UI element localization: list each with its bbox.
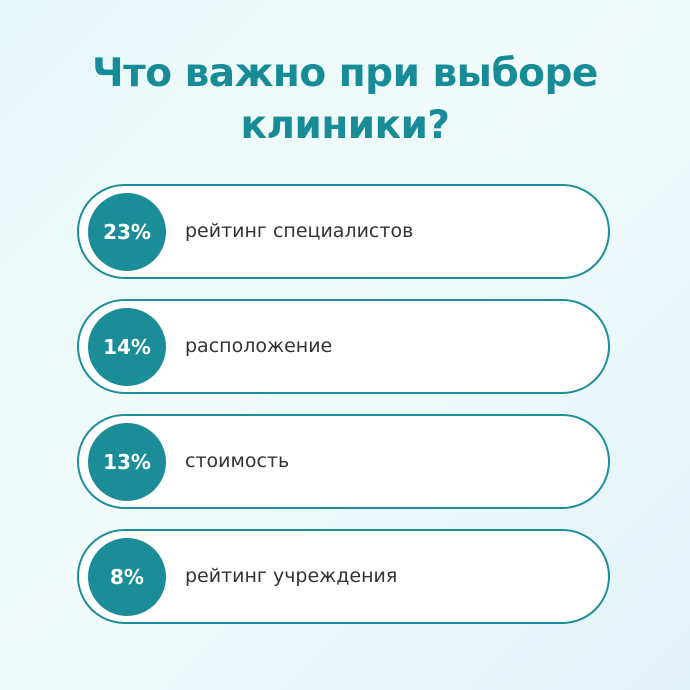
list-item: 23% рейтинг специалистов bbox=[77, 184, 610, 279]
list-item: 8% рейтинг учреждения bbox=[77, 529, 610, 624]
list-item: 13% стоимость bbox=[77, 414, 610, 509]
list-item: 14% расположение bbox=[77, 299, 610, 394]
percent-badge: 8% bbox=[88, 538, 166, 616]
percent-badge: 14% bbox=[88, 308, 166, 386]
item-label: рейтинг учреждения bbox=[185, 565, 398, 587]
percent-badge: 23% bbox=[88, 193, 166, 271]
percent-badge: 13% bbox=[88, 423, 166, 501]
item-label: стоимость bbox=[185, 450, 290, 472]
item-label: расположение bbox=[185, 335, 333, 357]
title-line-2: клиники? bbox=[240, 103, 450, 148]
title-line-1: Что важно при выборе bbox=[92, 51, 598, 96]
page-title: Что важно при выборе клиники? bbox=[0, 48, 690, 152]
item-label: рейтинг специалистов bbox=[185, 220, 414, 242]
